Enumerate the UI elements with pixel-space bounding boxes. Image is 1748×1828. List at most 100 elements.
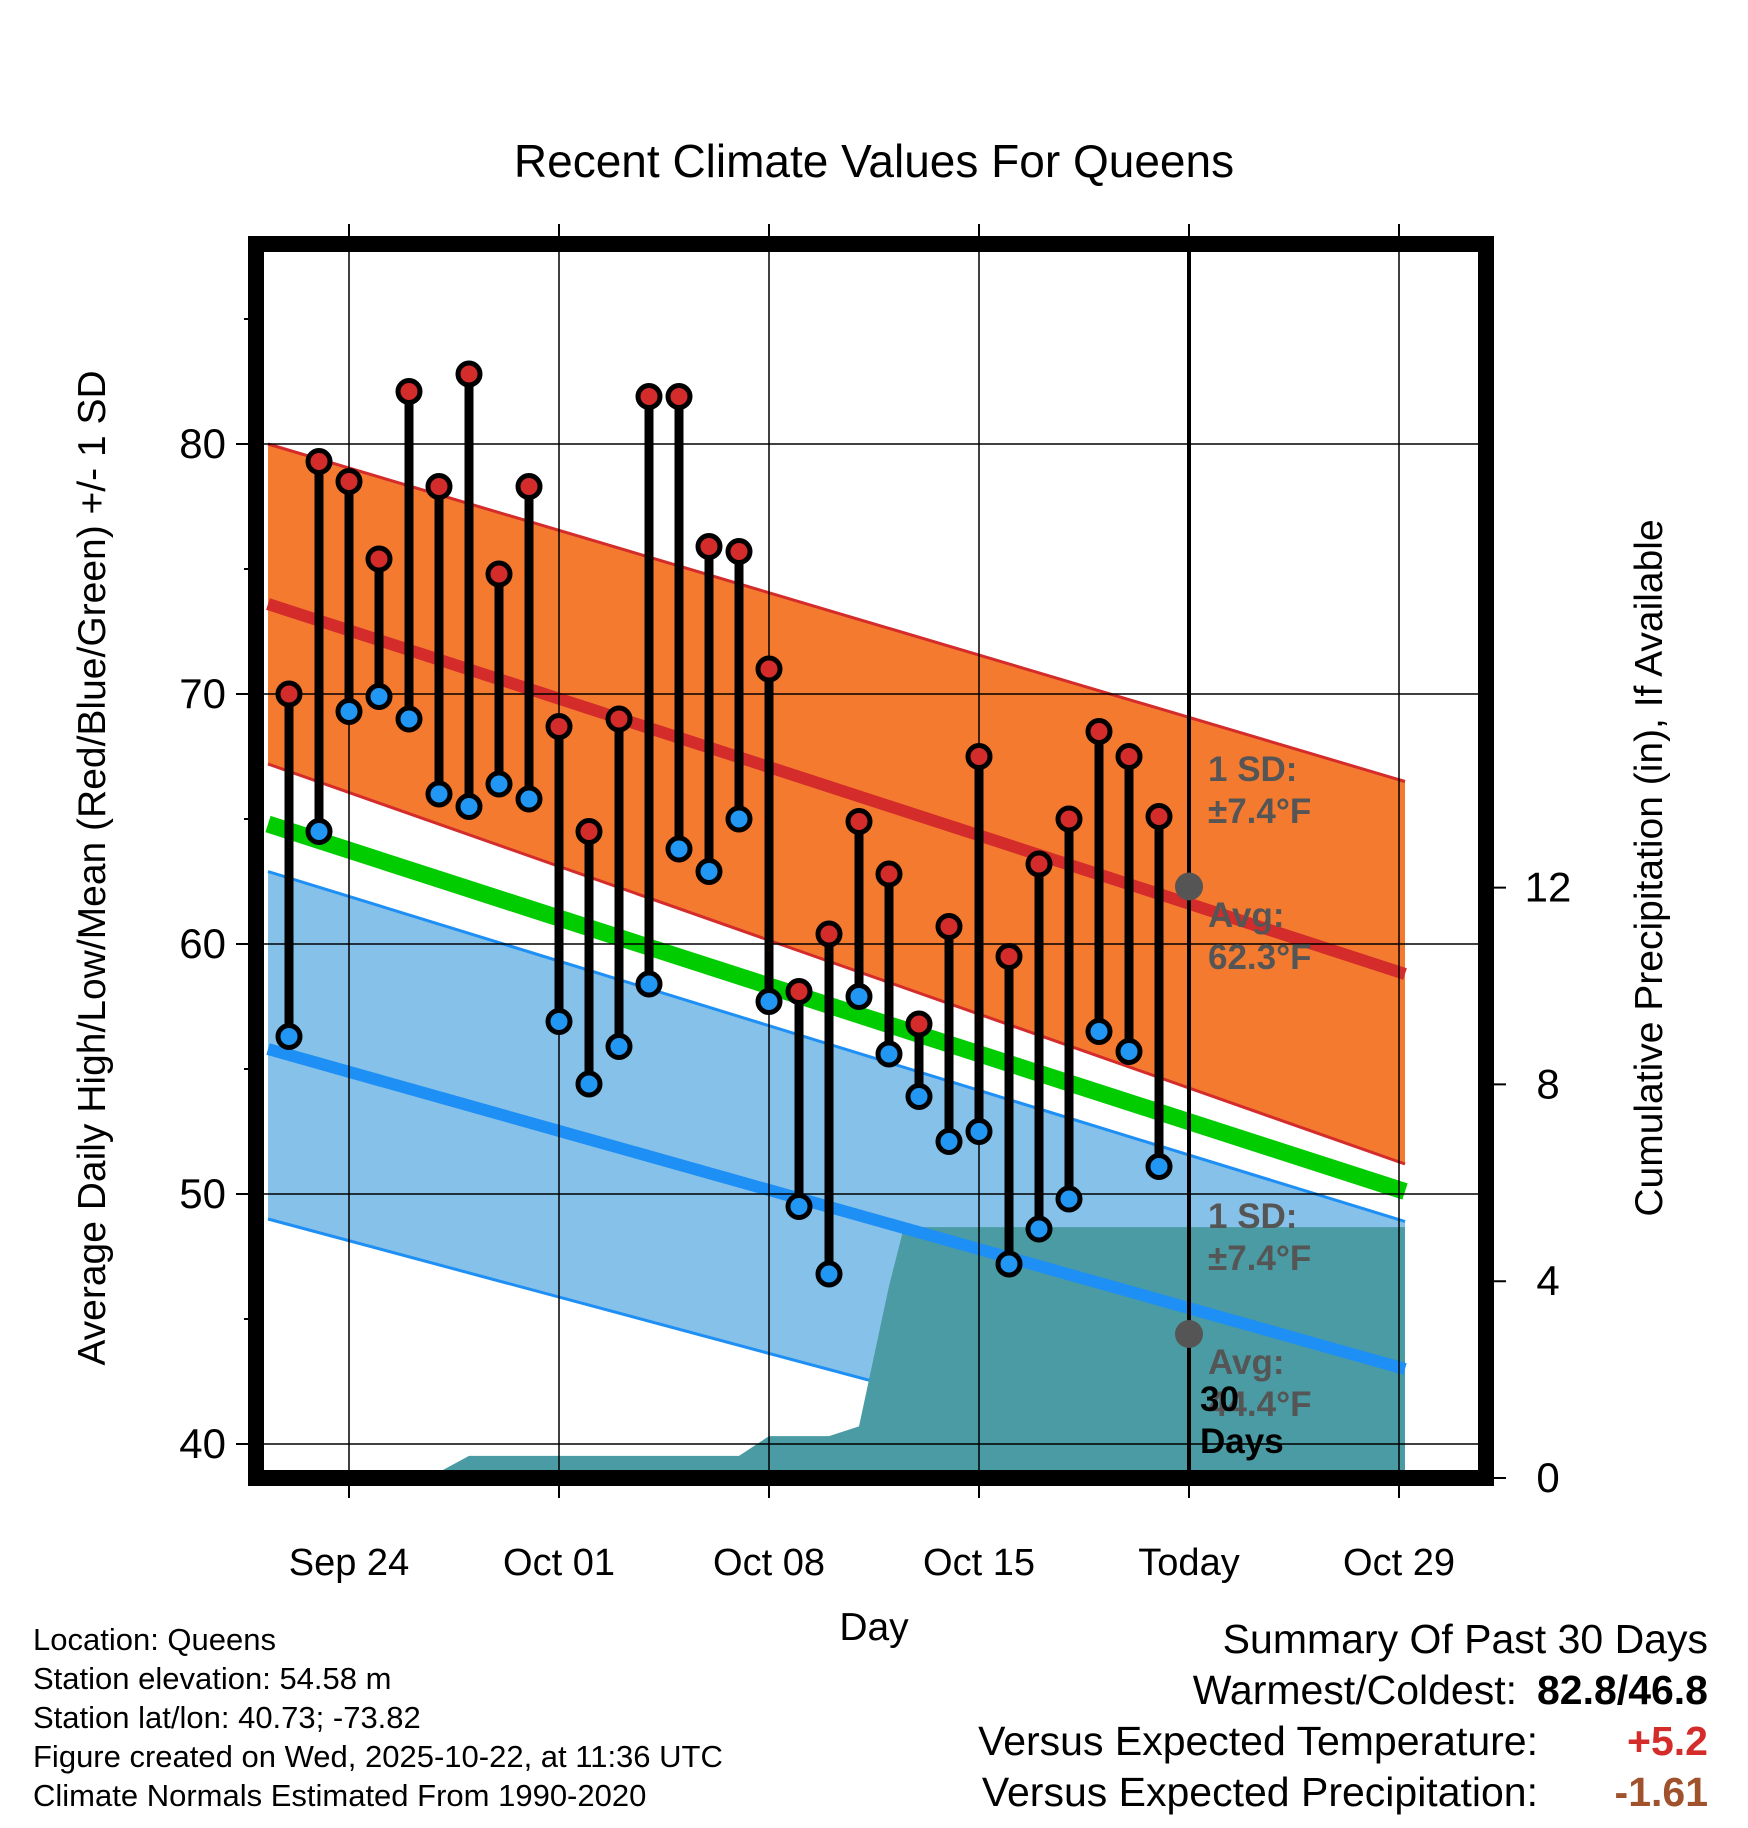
plot-clip-group: 1 SD: ±7.4°F Avg: 62.3°F 1 SD: ±7.4°F Avg: 44.4… [256,244,1486,1478]
low-point [815,1260,843,1288]
low-point [995,1250,1023,1278]
low-point [575,1070,603,1098]
high-point [425,473,453,500]
low-point [935,1128,963,1155]
annotation-text: Avg: 62.3°F [1208,896,1312,977]
precip-label: Versus Expected Precipitation: [981,1769,1538,1815]
low-point [1025,1215,1053,1243]
low-point [1055,1185,1083,1213]
low-point [305,818,333,845]
high-point [755,655,783,683]
y-axis-label: Average Daily High/Low/Mean (Red/Blue/Gr… [71,370,114,1365]
summary-panel: Summary Of Past 30 Days Warmest/Coldest:… [978,1614,1708,1818]
low-point [635,970,663,998]
high-point [935,913,963,940]
high-point [635,383,663,410]
high-point [575,818,603,845]
y2-tick-label: 8 [1536,1060,1559,1107]
high-point [545,713,573,740]
high-normal-band [268,444,1405,1164]
x-tick-label: Oct 08 [713,1542,825,1584]
high-point [335,468,363,495]
normals-text: Climate Normals Estimated From 1990-2020 [33,1778,647,1813]
high-point [455,360,483,388]
low-point [335,698,363,725]
high-point [1055,805,1083,833]
high-point [665,383,693,410]
today-low-avg-marker [1175,1320,1203,1348]
y2-tick-label: 12 [1525,864,1572,911]
daily-mean-line [265,815,1408,1200]
y-tick-label: 50 [179,1170,226,1217]
low-point [485,770,513,798]
temp-label: Versus Expected Temperature: [978,1718,1538,1764]
low-point [1115,1038,1143,1065]
low-point [845,983,873,1010]
high-point [695,533,723,560]
today-high-avg-marker [1175,872,1203,901]
low-point [275,1023,303,1050]
low-point [905,1083,933,1110]
x-tick-label: Today [1138,1542,1239,1584]
high-point [905,1010,933,1038]
annotation-text: 30 Days [1200,1380,1284,1461]
low-point [1145,1153,1173,1180]
high-point [725,538,753,565]
warmest-label: Warmest/Coldest: [1192,1667,1517,1713]
y2-tick-label: 4 [1536,1257,1559,1304]
low-upper-line [267,870,1406,1223]
annotation-text: 1 SD: ±7.4°F [1208,750,1311,831]
y-tick-label: 40 [179,1420,226,1467]
low-mean-line [266,1043,1407,1375]
y2-axis-label: Cumulative Precipitation (in), If Availa… [1628,519,1671,1216]
x-axis-label: Day [839,1606,909,1649]
high-point [815,920,843,948]
low-point [755,988,783,1015]
high-point [995,943,1023,970]
low-point [1085,1018,1113,1045]
high-point [845,808,873,835]
plot-frame [248,236,1494,1486]
high-point [1085,718,1113,745]
high-point [965,743,993,770]
low-point [875,1040,903,1068]
y-tick-label: 60 [179,920,226,967]
low-point [695,858,723,885]
low-point [515,785,543,813]
precip-value: -1.61 [1614,1769,1708,1815]
latlon-text: Station lat/lon: 40.73; -73.82 [33,1700,421,1735]
warmest-value: 82.8/46.8 [1537,1667,1708,1713]
y-tick-label: 80 [179,420,226,467]
precip-row: Versus Expected Precipitation: -1.61 [978,1767,1708,1818]
annotation-text: Avg: 44.4°F [1208,1343,1312,1424]
summary-title: Summary Of Past 30 Days [1222,1616,1708,1662]
high-point [785,978,813,1005]
low-point [395,705,423,733]
plot-area: 1 SD: ±7.4°F Avg: 62.3°F 1 SD: ±7.4°F Avg: 44.4… [179,224,1571,1584]
low-point [425,780,453,808]
high-point [365,545,393,573]
high-point [1025,850,1053,878]
low-point [725,805,753,833]
high-point [305,448,333,475]
temp-value: +5.2 [1627,1718,1708,1764]
station-info: Location: Queens Station elevation: 54.5… [33,1620,723,1815]
low-point [545,1008,573,1035]
warmest-row: Warmest/Coldest: 82.8/46.8 [978,1665,1708,1716]
elevation-text: Station elevation: 54.58 m [33,1661,392,1696]
high-point [515,473,543,500]
annotation-text: 1 SD: ±7.4°F [1208,1197,1311,1278]
low-point [455,793,483,820]
x-tick-label: Oct 01 [503,1542,615,1584]
low-point [785,1193,813,1220]
x-tick-label: Oct 15 [923,1542,1035,1584]
high-point [1115,743,1143,770]
high-point [875,860,903,888]
low-point [605,1033,633,1060]
high-point [605,705,633,733]
high-point [395,378,423,405]
x-tick-label: Oct 29 [1343,1542,1455,1584]
low-point [665,835,693,863]
low-point [365,683,393,710]
